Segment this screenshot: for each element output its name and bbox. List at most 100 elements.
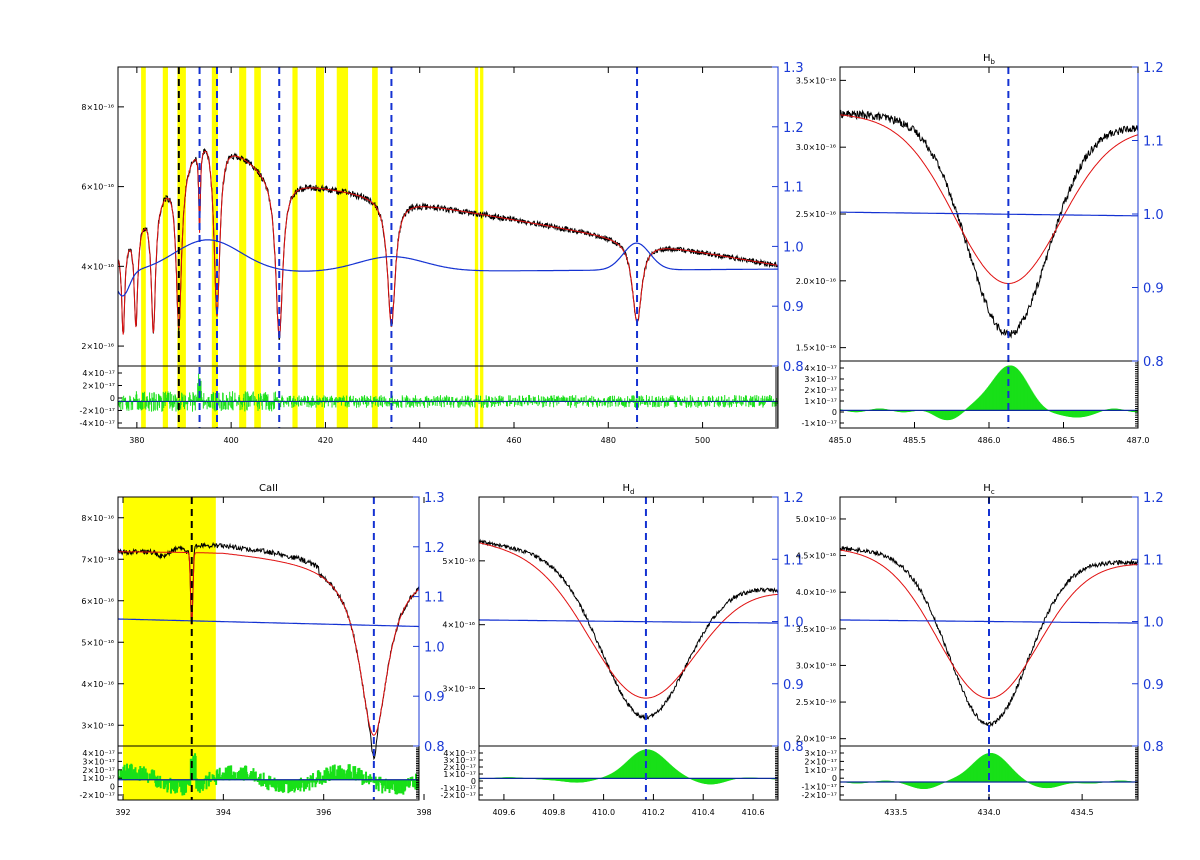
y-tick-label: 4×10⁻¹⁶ — [442, 621, 475, 630]
x-tick-label: 460 — [506, 436, 521, 445]
y2-tick-label: 0.8 — [783, 740, 804, 755]
mask-band — [316, 67, 325, 428]
residual-tick-label: 2×10⁻¹⁷ — [804, 386, 837, 395]
y-tick-label: 7×10⁻¹⁶ — [81, 555, 114, 564]
residual-frame — [478, 745, 779, 801]
y-tick-label: 3.0×10⁻¹⁶ — [796, 661, 836, 670]
y-tick-label: 4.5×10⁻¹⁶ — [796, 552, 836, 561]
residual-tick-label: 2×10⁻¹⁷ — [82, 766, 115, 775]
residual-tick-label: 2×10⁻¹⁷ — [804, 757, 837, 766]
panel-ca-ii: 392 394 396 398 3×10⁻¹⁶ 4×10⁻¹⁶ 5×10⁻¹⁶ 6×10⁻¹⁶… — [80, 483, 445, 817]
residual-tick-label: -1×10⁻¹⁷ — [802, 783, 838, 792]
residual-tick-label: -2×10⁻¹⁷ — [80, 407, 116, 416]
residual-panel — [479, 749, 778, 785]
continuum-ratio-line — [479, 619, 778, 624]
y2-tick-label: 1.0 — [1143, 208, 1164, 223]
y2-tick-label: 0.9 — [1143, 678, 1164, 693]
y2-tick-label: 0.8 — [424, 740, 445, 755]
y-tick-label: 3×10⁻¹⁶ — [442, 685, 475, 694]
mask-band — [474, 67, 479, 428]
plot-area — [118, 497, 419, 800]
y-tick-label: 2.0×10⁻¹⁶ — [796, 277, 836, 286]
mask-band — [141, 67, 146, 428]
plot-area — [479, 538, 778, 785]
y-tick-label: 1.5×10⁻¹⁶ — [796, 344, 836, 353]
y2-tick-label: 1.3 — [424, 491, 445, 506]
residual-tick-label: 3×10⁻¹⁷ — [804, 749, 837, 758]
y-tick-label: 6×10⁻¹⁶ — [81, 183, 114, 192]
y-tick-label: 5×10⁻¹⁶ — [442, 557, 475, 566]
residual-tick-label: 1×10⁻¹⁷ — [82, 774, 115, 783]
x-tick-label: 409.6 — [492, 808, 515, 817]
residual-panel — [840, 753, 1138, 789]
y2-tick-label: 0.9 — [1143, 282, 1164, 297]
residual-frame — [117, 745, 420, 801]
y2-tick-label: 1.2 — [424, 541, 445, 556]
panel-h-gamma: 433.5 434.0 434.5 2.0×10⁻¹⁶ 2.5×10⁻¹⁶ 3.0×10⁻… — [796, 483, 1164, 817]
mask-band — [336, 67, 349, 428]
y2-tick-label: 1.1 — [1143, 135, 1164, 150]
y2-tick-label: 1.2 — [783, 121, 804, 136]
continuum-ratio-line — [118, 239, 778, 297]
x-tick-label: 434.5 — [1071, 808, 1094, 817]
panel-title: CaII — [259, 483, 278, 494]
y-tick-label: 8×10⁻¹⁶ — [81, 514, 114, 523]
x-tick-label: 398 — [416, 808, 431, 817]
x-tick-label: 485.5 — [903, 436, 926, 445]
residual-tick-label: 0 — [110, 783, 115, 792]
residual-tick-label: 2×10⁻¹⁷ — [443, 763, 476, 772]
y-tick-label: 5×10⁻¹⁶ — [81, 638, 114, 647]
y2-tick-label: 1.1 — [424, 591, 445, 606]
residual-tick-label: 4×10⁻¹⁷ — [82, 749, 115, 758]
x-tick-label: 380 — [129, 436, 144, 445]
residual-tick-label: 0 — [471, 777, 476, 786]
y2-tick-label: 0.9 — [424, 690, 445, 705]
y-tick-label: 2×10⁻¹⁶ — [81, 342, 114, 351]
x-tick-label: 434.0 — [978, 808, 1001, 817]
y2-tick-label: 1.0 — [783, 240, 804, 255]
y-tick-label: 4×10⁻¹⁶ — [81, 262, 114, 271]
residual-tick-label: -2×10⁻¹⁷ — [441, 791, 477, 800]
model-spectrum-line — [840, 114, 1138, 284]
model-spectrum-line — [479, 542, 778, 699]
y2-tick-label: 1.2 — [1143, 61, 1164, 76]
y2-tick-label: 1.0 — [424, 640, 445, 655]
mask-band — [292, 67, 298, 428]
panel-h-delta: 409.6 409.8 410.0 410.2 410.4 410.6 3×10⁻¹⁶ 4×1… — [441, 483, 804, 817]
residual-tick-label: 0 — [832, 408, 837, 417]
residual-tick-label: 4×10⁻¹⁷ — [443, 749, 476, 758]
x-tick-label: 440 — [412, 436, 427, 445]
mask-band — [239, 67, 247, 428]
y-tick-label: 2.5×10⁻¹⁶ — [796, 210, 836, 219]
mask-band — [162, 67, 168, 428]
y-tick-label: 4.0×10⁻¹⁶ — [796, 588, 836, 597]
residual-tick-label: 1×10⁻¹⁷ — [443, 770, 476, 779]
plot-area — [840, 545, 1138, 789]
x-tick-label: 480 — [601, 436, 616, 445]
y2-tick-label: 1.2 — [783, 491, 804, 506]
y2-tick-label: 0.8 — [783, 360, 804, 375]
x-tick-label: 410.6 — [742, 808, 765, 817]
model-spectrum-line — [118, 150, 778, 338]
y-tick-label: 3.5×10⁻¹⁶ — [796, 625, 836, 634]
y2-tick-label: 1.0 — [1143, 616, 1164, 631]
mask-band — [480, 67, 484, 428]
y-tick-label: 2.5×10⁻¹⁶ — [796, 698, 836, 707]
x-tick-label: 433.5 — [884, 808, 907, 817]
residual-tick-label: 3×10⁻¹⁷ — [82, 757, 115, 766]
x-tick-label: 486.0 — [978, 436, 1001, 445]
y-tick-label: 8×10⁻¹⁶ — [81, 103, 114, 112]
residual-tick-label: 2×10⁻¹⁷ — [82, 382, 115, 391]
residual-tick-label: 3×10⁻¹⁷ — [443, 756, 476, 765]
x-tick-label: 410.2 — [642, 808, 665, 817]
y-tick-label: 5.0×10⁻¹⁶ — [796, 515, 836, 524]
panel-title: Hc — [983, 483, 995, 496]
residual-tick-label: 3×10⁻¹⁷ — [804, 375, 837, 384]
x-tick-label: 396 — [316, 808, 331, 817]
mask-band — [254, 67, 261, 428]
y2-tick-label: 0.8 — [1143, 355, 1164, 370]
x-tick-label: 500 — [695, 436, 710, 445]
y2-tick-label: 1.1 — [783, 553, 804, 568]
observed-spectrum-line — [479, 538, 778, 721]
